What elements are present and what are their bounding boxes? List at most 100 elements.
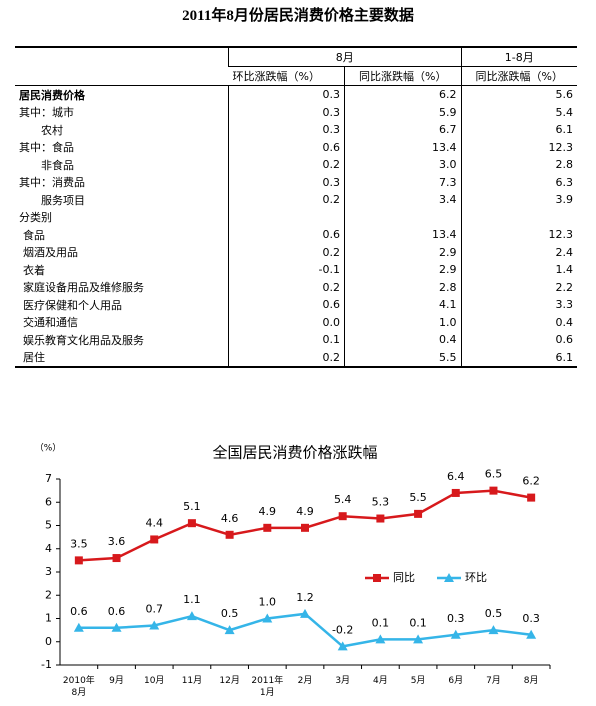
table-value: 6.7 [343,121,462,139]
table-row: 非食品 0.2 3.0 2.8 [15,156,577,174]
table-value: 5.6 [460,85,577,104]
marker [111,622,122,632]
table-value: 13.4 [343,226,462,244]
table-value: 2.8 [460,156,577,174]
table-value: 0.2 [228,156,345,174]
row-label: 医疗保健和个人用品 [23,298,122,312]
data-label: 4.9 [296,505,314,518]
data-label: -0.2 [332,623,353,636]
data-label: 6.5 [485,468,503,481]
table-value: 6.1 [460,348,577,368]
header-cell: 同比涨跌幅（%） [460,66,577,86]
table-row: 医疗保健和个人用品 0.6 4.1 3.3 [15,296,577,314]
table-value: 4.1 [343,296,462,314]
row-label: 农村 [41,123,63,137]
marker [526,629,537,639]
x-tick-label: 7月 [486,676,501,686]
row-label: 烟酒及用品 [23,246,78,260]
row-label: 其中：消费品 [19,176,85,190]
data-label: 1.2 [296,591,314,604]
marker [450,629,461,639]
data-label: 6.4 [447,470,465,483]
table-value: 0.6 [228,296,345,314]
row-label: 分类别 [19,211,52,225]
table-value: 3.9 [460,191,577,209]
table-row: 其中：消费品 0.3 7.3 6.3 [15,173,577,191]
marker [224,625,235,635]
page-title: 2011年8月份居民消费价格主要数据 [182,8,414,24]
table-row: 其中：食品 0.6 13.4 12.3 [15,138,577,156]
table-value: 0.3 [228,121,345,139]
marker [300,608,310,618]
y-tick-label: 4 [45,542,52,555]
table-value: 2.4 [460,243,577,261]
table-value: 12.3 [460,138,577,156]
table-value: 0.3 [228,85,345,104]
header-blank [15,46,229,86]
table-body: 居民消费价格 0.3 6.2 5.6 其中：城市 0.3 5.9 5.4 农村 0.3 6.7 6.1… [15,85,577,368]
marker [186,611,197,621]
marker [373,574,381,582]
data-label: 4.6 [221,512,239,525]
x-tick-label: 12月 [219,676,240,686]
chart-title: 全国居民消费价格涨跌幅 [212,444,377,462]
table-value: 0.2 [228,348,345,368]
table-value: 0.3 [228,103,345,121]
y-tick-label: 2 [45,588,52,601]
x-tick-label: 5月 [410,676,426,686]
table-row: 服务项目 0.2 3.4 3.9 [15,191,577,209]
table-value: 2.2 [460,278,577,296]
data-label: 0.1 [372,616,390,629]
y-tick-label: -1 [41,658,52,671]
table-value: 0.2 [228,243,345,261]
data-label: 0.5 [485,607,503,620]
table-value: 1.0 [343,313,462,331]
data-label: 4.4 [145,516,163,529]
y-tick-label: 6 [45,495,52,508]
marker [301,523,309,532]
table-value: 0.2 [228,278,345,296]
data-label: 0.6 [108,605,126,618]
data-label: 4.9 [259,505,277,518]
x-tick-label: 9月 [109,676,124,686]
table-value: 6.2 [343,85,462,104]
header-cell: 8月 [228,46,462,67]
legend-label: 环比 [465,571,487,584]
marker [187,519,196,528]
marker [74,556,83,565]
table-value: 0.1 [228,331,345,349]
marker [444,573,454,582]
marker [488,625,499,635]
y-tick-label: 1 [45,612,52,625]
marker [112,554,121,563]
row-label: 交通和通信 [23,316,78,330]
table-value: 5.4 [460,103,577,121]
chart: 全国居民消费价格涨跌幅 （%） -1 0 1 2 3 4 5 6 7 3.5 3.6 4.4 5.1 4.… [35,443,551,671]
row-label: 服务项目 [41,193,85,207]
data-label: 5.4 [334,493,352,506]
row-label: 非食品 [41,158,74,172]
legend-label: 同比 [393,571,415,584]
data-label: 3.6 [108,535,126,548]
table-value: 2.8 [343,278,462,296]
data-label: 0.6 [70,605,88,618]
table-value: 6.3 [460,173,577,191]
data-label: 0.3 [447,612,465,625]
table-value: 7.3 [343,173,462,191]
x-tick-label: 11月 [181,676,203,686]
table-value: 0.2 [228,191,345,209]
x-tick-label: 10月 [143,676,165,686]
marker [73,622,84,632]
row-label: 居住 [15,348,229,368]
table-value: 12.3 [460,226,577,244]
data-label: 3.5 [70,537,88,550]
table-value: 1.4 [460,261,577,279]
row-label: 其中：食品 [19,141,74,155]
table-value: 2.9 [343,243,462,261]
data-table: 8月 1-8月 环比涨跌幅（%） 同比涨跌幅（%） 同比涨跌幅（%） 居民消费价格 0.… [15,46,577,368]
data-label: 0.1 [409,616,427,629]
marker [413,634,424,644]
y-tick-label: 7 [45,472,52,485]
row-label: 其中：城市 [19,106,74,120]
x-tick-label: 8月 [523,676,539,686]
